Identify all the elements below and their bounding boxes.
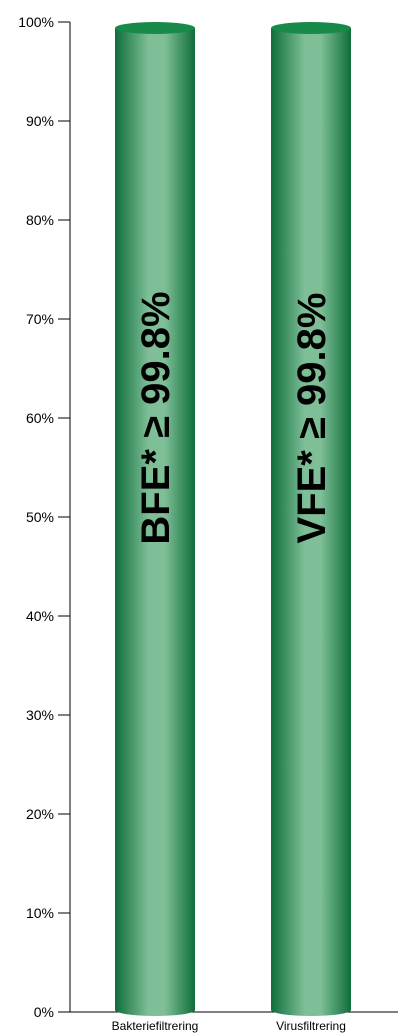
y-tick-label: 90% [26, 113, 54, 129]
bar-value-label: BFE* ≥ 99.8% [134, 291, 178, 544]
y-tick-label: 0% [34, 1004, 54, 1020]
y-tick-label: 70% [26, 311, 54, 327]
bar-top-cap [271, 22, 351, 34]
bar-bottom-cap [115, 1004, 195, 1016]
y-tick-label: 80% [26, 212, 54, 228]
bar-bottom-cap [271, 1004, 351, 1016]
y-tick-label: 30% [26, 707, 54, 723]
bar-value-label: VFE* ≥ 99.8% [290, 293, 334, 544]
y-tick-label: 20% [26, 806, 54, 822]
bar: BFE* ≥ 99.8% [115, 22, 195, 1016]
x-category-label: Bakteriefiltrering [112, 1019, 199, 1033]
y-tick-label: 40% [26, 608, 54, 624]
y-tick-label: 50% [26, 509, 54, 525]
category-labels: Bakteriefiltrering Virusfiltrering [112, 1019, 346, 1033]
y-tick-label: 10% [26, 905, 54, 921]
bar-top-cap [115, 22, 195, 34]
y-tick-label: 60% [26, 410, 54, 426]
bar: VFE* ≥ 99.8% [271, 22, 351, 1016]
x-category-label: Virusfiltrering [276, 1019, 346, 1033]
bars: BFE* ≥ 99.8% VFE* ≥ 99.8% [115, 22, 351, 1016]
y-tick-label: 100% [18, 14, 54, 30]
